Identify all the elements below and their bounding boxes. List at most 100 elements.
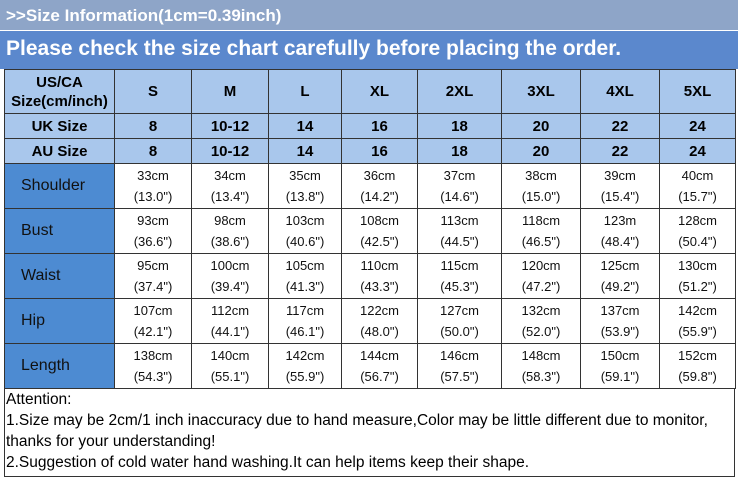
- measurement-label: Hip: [4, 298, 115, 344]
- uk-size-cell: 18: [417, 113, 502, 139]
- inch-value: (54.3"): [133, 369, 173, 384]
- measurement-rows: Shoulder 33cm (13.0") 34cm (13.4") 35cm (13.8"…: [4, 163, 736, 389]
- cm-value: 128cm: [677, 213, 718, 228]
- cm-value: 37cm: [443, 168, 476, 183]
- inch-value: (13.0"): [133, 189, 173, 204]
- inch-value: (41.3"): [285, 279, 325, 294]
- cm-value: 142cm: [677, 303, 718, 318]
- measurement-cell: 120cm (47.2"): [501, 253, 581, 299]
- measurement-cell: 100cm (39.4"): [191, 253, 269, 299]
- measurement-cell: 115cm (45.3"): [417, 253, 502, 299]
- cm-value: 35cm: [289, 168, 321, 183]
- cm-value: 98cm: [214, 213, 246, 228]
- cm-value: 110cm: [360, 258, 399, 273]
- measurement-cell: 107cm (42.1"): [114, 298, 192, 344]
- measurement-cell: 152cm (59.8"): [659, 343, 736, 389]
- measurement-cell: 93cm (36.6"): [114, 208, 192, 254]
- attention-title: Attention:: [6, 391, 72, 408]
- corner-cell: US/CA Size(cm/inch): [4, 69, 115, 114]
- measurement-cell: 142cm (55.9"): [659, 298, 736, 344]
- inch-value: (55.9"): [285, 369, 325, 384]
- size-notice-header: Please check the size chart carefully be…: [0, 31, 738, 69]
- measurement-row: Length 138cm (54.3") 140cm (55.1") 142cm (55.9…: [4, 343, 736, 389]
- cm-value: 150cm: [600, 348, 640, 363]
- uk-size-row: UK Size 8 10-12 14 16 18 20 22 24: [4, 113, 736, 139]
- attention-line-2: thanks for your understanding!: [6, 433, 216, 450]
- size-info-header: >>Size Information(1cm=0.39inch): [0, 0, 738, 31]
- measurement-cell: 138cm (54.3"): [114, 343, 192, 389]
- measurement-cell: 150cm (59.1"): [580, 343, 660, 389]
- measurement-cell: 38cm (15.0"): [501, 163, 581, 209]
- inch-value: (59.8"): [678, 369, 717, 384]
- inch-value: (15.4"): [600, 189, 640, 204]
- cm-value: 146cm: [439, 348, 480, 363]
- measurement-cell: 105cm (41.3"): [268, 253, 342, 299]
- size-header-cell: 4XL: [580, 69, 660, 114]
- au-size-label: AU Size: [4, 138, 115, 164]
- measurement-cell: 127cm (50.0"): [417, 298, 502, 344]
- uk-size-label: UK Size: [4, 113, 115, 139]
- size-header-cell: 5XL: [659, 69, 736, 114]
- measurement-row: Hip 107cm (42.1") 112cm (44.1") 117cm (46.1") 1…: [4, 298, 736, 344]
- size-header-cell: S: [114, 69, 192, 114]
- inch-value: (50.4"): [678, 234, 717, 249]
- cm-value: 127cm: [439, 303, 480, 318]
- inch-value: (52.0"): [521, 324, 561, 339]
- inch-value: (15.7"): [678, 189, 717, 204]
- size-header-cell: 2XL: [417, 69, 502, 114]
- cm-value: 36cm: [363, 168, 396, 183]
- inch-value: (59.1"): [600, 369, 640, 384]
- inch-value: (40.6"): [285, 234, 325, 249]
- inch-value: (44.1"): [210, 324, 250, 339]
- au-size-cell: 20: [501, 138, 581, 164]
- au-size-cell: 14: [268, 138, 342, 164]
- inch-value: (50.0"): [440, 324, 479, 339]
- inch-value: (55.9"): [678, 324, 717, 339]
- cm-value: 93cm: [137, 213, 169, 228]
- measurement-label: Shoulder: [4, 163, 115, 209]
- au-size-cell: 24: [659, 138, 736, 164]
- measurement-cell: 112cm (44.1"): [191, 298, 269, 344]
- measurement-cell: 128cm (50.4"): [659, 208, 736, 254]
- uk-size-cell: 10-12: [191, 113, 269, 139]
- measurement-cell: 113cm (44.5"): [417, 208, 502, 254]
- cm-value: 107cm: [133, 303, 173, 318]
- inch-value: (13.4"): [210, 189, 250, 204]
- cm-value: 123m: [603, 213, 637, 228]
- cm-value: 122cm: [359, 303, 400, 318]
- attention-line-1: 1.Size may be 2cm/1 inch inaccuracy due …: [6, 412, 708, 429]
- measurement-cell: 35cm (13.8"): [268, 163, 342, 209]
- size-table: US/CA Size(cm/inch) S M L XL 2XL 3XL 4XL…: [4, 69, 736, 389]
- cm-value: 140cm: [210, 348, 250, 363]
- cm-value: 100cm: [210, 258, 250, 273]
- inch-value: (46.1"): [285, 324, 325, 339]
- size-header-cell: 3XL: [501, 69, 581, 114]
- uk-size-cell: 22: [580, 113, 660, 139]
- inch-value: (37.4"): [133, 279, 173, 294]
- cm-value: 95cm: [137, 258, 169, 273]
- measurement-cell: 130cm (51.2"): [659, 253, 736, 299]
- cm-value: 40cm: [681, 168, 714, 183]
- cm-value: 117cm: [285, 303, 325, 318]
- cm-value: 112cm: [210, 303, 250, 318]
- uk-size-cell: 20: [501, 113, 581, 139]
- inch-value: (51.2"): [678, 279, 717, 294]
- inch-value: (47.2"): [521, 279, 561, 294]
- uk-size-cell: 24: [659, 113, 736, 139]
- cm-value: 120cm: [521, 258, 561, 273]
- inch-value: (15.0"): [521, 189, 561, 204]
- inch-value: (44.5"): [440, 234, 479, 249]
- uk-size-cell: 16: [341, 113, 418, 139]
- cm-value: 132cm: [521, 303, 561, 318]
- au-size-cell: 16: [341, 138, 418, 164]
- cm-value: 39cm: [604, 168, 636, 183]
- measurement-cell: 33cm (13.0"): [114, 163, 192, 209]
- size-header-cell: L: [268, 69, 342, 114]
- cm-value: 113cm: [440, 213, 479, 228]
- measurement-label: Length: [4, 343, 115, 389]
- size-header-cell: M: [191, 69, 269, 114]
- measurement-cell: 110cm (43.3"): [341, 253, 418, 299]
- measurement-cell: 146cm (57.5"): [417, 343, 502, 389]
- inch-value: (43.3"): [360, 279, 399, 294]
